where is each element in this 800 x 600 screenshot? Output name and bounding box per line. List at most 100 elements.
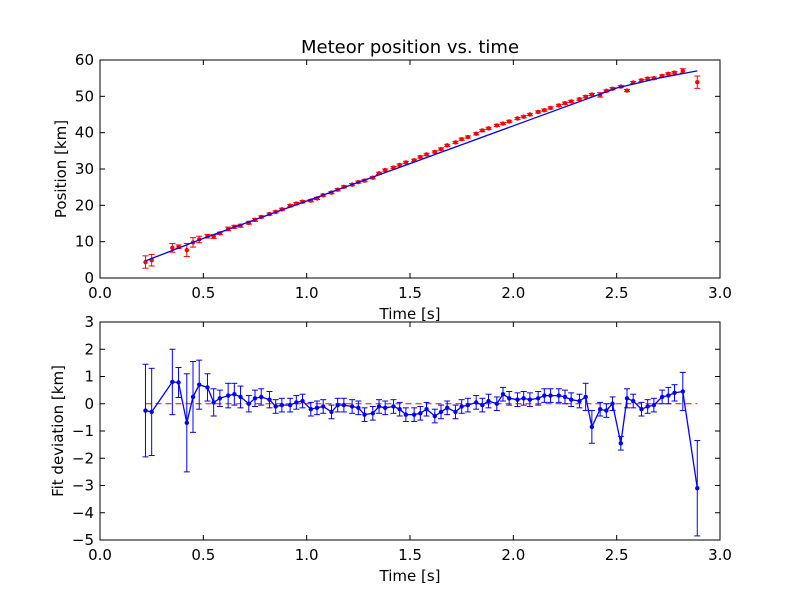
bottom-residual-point <box>666 393 671 398</box>
top-data-point <box>473 131 479 136</box>
bottom-residual-point <box>329 409 334 415</box>
bottom-residual-point <box>432 413 437 419</box>
top-data-point <box>507 119 512 124</box>
bottom-residual-point <box>645 404 650 409</box>
bottom-residual-point <box>631 398 636 404</box>
top-data-point <box>445 143 450 148</box>
bottom-residual-point <box>521 396 526 401</box>
top-data-point <box>548 105 553 111</box>
bottom-residual-point <box>232 392 237 397</box>
bottom-residual-point <box>639 407 644 412</box>
top-data-point <box>521 114 526 119</box>
bottom-residual-point <box>370 411 375 416</box>
bottom-residual-point <box>362 412 367 417</box>
bottom-residual-point <box>267 397 272 402</box>
top-x-tick-label: 2.0 <box>501 284 525 302</box>
bottom-residual-point <box>383 405 388 411</box>
bottom-x-axis-label: Time [s] <box>379 567 441 585</box>
bottom-residual-point <box>465 402 471 408</box>
bottom-residual-point <box>548 393 553 398</box>
bottom-residual-point <box>597 407 603 412</box>
top-data-point <box>583 94 588 99</box>
top-data-point <box>645 76 650 81</box>
bottom-y-axis-label: Fit deviation [km] <box>49 365 67 497</box>
bottom-y-tick-label: −4 <box>72 504 94 522</box>
bottom-y-tick-label: 3 <box>84 313 94 331</box>
top-data-point <box>465 134 471 140</box>
bottom-chart: 0.0 0.5 1.0 1.5 2.0 2.5 3.0 3 2 1 0 −1 −2 −3 −4 −5 Time… <box>49 313 732 585</box>
bottom-residual-point <box>659 394 665 400</box>
top-y-tick-label: 10 <box>75 233 94 251</box>
bottom-x-tick-label: 2.0 <box>501 546 525 564</box>
bottom-residual-point <box>695 486 700 491</box>
top-data-point <box>680 68 685 74</box>
top-data-point <box>527 112 533 117</box>
bottom-x-tick-label: 0.0 <box>88 546 112 564</box>
bottom-residual-point <box>610 401 615 406</box>
top-x-axis-label: Time [s] <box>379 305 441 323</box>
bottom-residual-point <box>246 401 251 406</box>
bottom-residual-point <box>149 409 154 415</box>
bottom-residual-point <box>190 394 196 400</box>
bottom-residual-point <box>453 409 458 415</box>
bottom-residual-point <box>294 400 299 405</box>
top-x-tick-label: 1.5 <box>398 284 422 302</box>
top-chart-marks <box>142 68 701 269</box>
bottom-residual-point <box>459 404 464 409</box>
bottom-residual-point <box>542 393 547 398</box>
top-x-tick-label: 2.5 <box>605 284 629 302</box>
bottom-residual-point <box>494 401 499 406</box>
bottom-y-tick-label: −1 <box>72 422 94 440</box>
top-data-point <box>184 247 189 253</box>
top-data-point <box>577 97 582 102</box>
bottom-y-tick-label: 2 <box>84 340 94 358</box>
bottom-residual-point <box>651 402 657 408</box>
top-x-tick-label: 1.0 <box>295 284 319 302</box>
bottom-residual-point <box>259 394 264 400</box>
bottom-residual-point <box>197 382 202 387</box>
bottom-residual-point <box>480 402 485 408</box>
bottom-residual-point <box>279 402 285 408</box>
bottom-residual-point <box>486 398 491 404</box>
top-data-point <box>695 79 700 85</box>
bottom-y-tick-label: 0 <box>84 395 94 413</box>
bottom-residual-point <box>569 397 574 402</box>
bottom-x-tick-label: 1.0 <box>295 546 319 564</box>
bottom-residual-point <box>562 394 568 400</box>
top-data-point <box>515 116 520 121</box>
top-data-point <box>418 154 423 160</box>
bottom-y-tick-label: 1 <box>84 368 94 386</box>
bottom-x-tick-label: 1.5 <box>398 546 422 564</box>
top-data-point <box>424 152 429 157</box>
top-x-tick-label: 3.0 <box>708 284 732 302</box>
top-data-point <box>453 140 458 145</box>
top-data-point <box>486 126 491 131</box>
bottom-residual-point <box>411 412 417 417</box>
bottom-residual-point <box>170 379 175 385</box>
bottom-y-tick-label: −3 <box>72 477 94 495</box>
bottom-residual-point <box>335 402 340 408</box>
top-data-point <box>562 101 568 106</box>
top-y-axis-label: Position [km] <box>52 120 70 218</box>
bottom-residual-point <box>143 408 148 413</box>
top-data-point <box>494 123 499 128</box>
bottom-residual-point <box>424 407 429 412</box>
bottom-residual-point <box>211 400 216 405</box>
top-data-point <box>535 109 541 115</box>
top-y-tick-label: 20 <box>75 196 94 214</box>
top-data-point <box>556 103 561 108</box>
bottom-residual-point <box>356 405 361 411</box>
top-data-point <box>170 245 175 251</box>
bottom-y-tick-label: −5 <box>72 531 94 549</box>
bottom-residual-point <box>418 411 423 416</box>
top-data-point <box>397 162 402 168</box>
bottom-residual-point <box>556 393 561 398</box>
bottom-residual-point <box>397 407 402 412</box>
bottom-residual-point <box>391 404 396 409</box>
bottom-chart-marks <box>142 348 701 537</box>
bottom-residual-point <box>287 402 293 408</box>
bottom-residual-point <box>217 396 223 401</box>
top-fit-line <box>145 70 698 262</box>
top-data-point <box>624 88 630 93</box>
